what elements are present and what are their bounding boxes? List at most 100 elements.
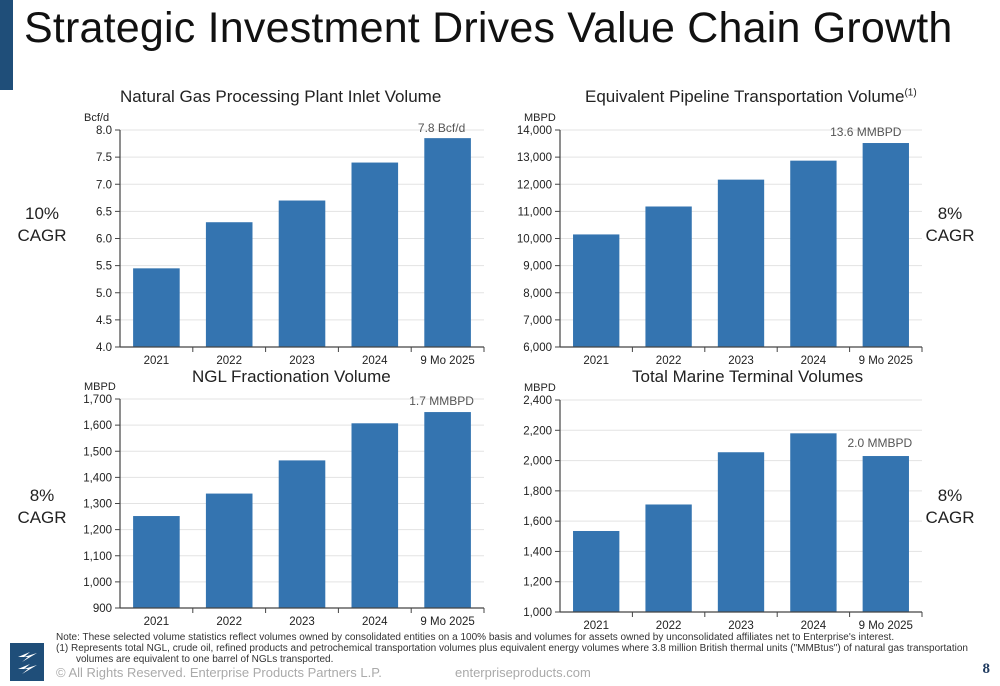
y-tick-label: 6.0 (96, 234, 112, 246)
chart-title-fractionation: NGL Fractionation Volume (192, 367, 391, 386)
y-tick-label: 6,000 (523, 342, 552, 354)
y-tick-label: 1,800 (523, 486, 552, 498)
y-tick-label: 10,000 (517, 234, 552, 246)
cagr-fractionation: 8% CAGR (12, 485, 72, 529)
cagr-value: 8% (29, 486, 55, 505)
x-tick-label: 9 Mo 2025 (859, 620, 913, 632)
y-tick-label: 4.5 (96, 315, 112, 327)
y-tick-label: 8.0 (96, 125, 112, 137)
y-tick-label: 5.0 (96, 288, 112, 300)
bar-9-mo-2025 (424, 138, 471, 347)
bar-9-mo-2025 (424, 412, 471, 608)
chart-title-processing: Natural Gas Processing Plant Inlet Volum… (120, 87, 442, 106)
data-annotation: 2.0 MMBPD (847, 436, 912, 450)
y-tick-label: 1,600 (523, 516, 552, 528)
bar-2023 (278, 460, 326, 608)
bar-2022 (205, 493, 253, 608)
x-tick-label: 2022 (216, 355, 242, 367)
y-tick-label: 2,400 (523, 395, 552, 407)
copyright: © All Rights Reserved. Enterprise Produc… (56, 665, 382, 680)
data-annotation: 7.8 Bcf/d (418, 121, 465, 135)
bar-2022 (645, 504, 692, 612)
cagr-value: 8% (937, 486, 963, 505)
cagr-processing: 10% CAGR (12, 203, 72, 247)
x-tick-label: 2024 (801, 355, 827, 367)
x-tick-label: 2024 (362, 355, 388, 367)
y-tick-label: 1,000 (523, 607, 552, 619)
chart-title-marine: Total Marine Terminal Volumes (632, 367, 864, 386)
y-tick-label: 1,100 (83, 551, 112, 563)
y-tick-label: 1,400 (523, 546, 552, 558)
bar-2023 (278, 200, 326, 347)
y-tick-label: 11,000 (518, 206, 552, 218)
bar-2022 (645, 206, 692, 347)
data-annotation: 13.6 MMBPD (830, 125, 902, 139)
y-tick-label: 1,600 (83, 420, 112, 432)
bar-2024 (790, 433, 837, 612)
bar-2024 (790, 160, 837, 347)
footnote-1-cont: volumes are equivalent to one barrel of … (76, 654, 334, 665)
y-tick-label: 8,000 (523, 288, 552, 300)
y-tick-label: 1,200 (83, 525, 112, 537)
bar-9-mo-2025 (862, 456, 909, 612)
y-tick-label: 1,000 (83, 577, 112, 589)
cagr-label: CAGR (17, 226, 67, 245)
x-tick-label: 2021 (583, 620, 609, 632)
x-tick-label: 9 Mo 2025 (859, 355, 913, 367)
y-tick-label: 6.5 (96, 206, 112, 218)
x-tick-label: 2022 (216, 616, 242, 628)
x-tick-label: 2023 (289, 616, 315, 628)
bar-2021 (573, 234, 620, 347)
bar-2021 (133, 516, 180, 608)
x-tick-label: 2023 (289, 355, 315, 367)
y-axis-unit: Bcf/d (84, 112, 109, 124)
x-tick-label: 2021 (144, 616, 170, 628)
bar-2022 (205, 222, 253, 347)
x-tick-label: 2021 (583, 355, 609, 367)
cagr-label: CAGR (17, 508, 67, 527)
x-tick-label: 2024 (362, 616, 388, 628)
y-tick-label: 1,300 (83, 499, 112, 511)
cagr-pipeline: 8% CAGR (920, 203, 980, 247)
y-tick-label: 14,000 (517, 125, 552, 137)
y-tick-label: 7.0 (96, 179, 112, 191)
y-tick-label: 900 (93, 603, 112, 615)
website-link[interactable]: enterpriseproducts.com (455, 665, 591, 680)
bar-2021 (573, 530, 620, 612)
bar-2023 (717, 179, 765, 347)
page-number: 8 (982, 661, 991, 677)
bar-2021 (133, 268, 180, 347)
y-tick-label: 7,000 (523, 315, 552, 327)
y-axis-unit: MBPD (84, 381, 116, 393)
y-axis-unit: MBPD (524, 112, 556, 124)
x-tick-label: 2023 (728, 620, 754, 632)
bar-2024 (351, 423, 399, 608)
accent-bar (0, 0, 13, 90)
cagr-marine: 8% CAGR (920, 485, 980, 529)
bar-2024 (351, 162, 399, 347)
cagr-value: 8% (937, 204, 963, 223)
y-tick-label: 1,200 (523, 577, 552, 589)
y-tick-label: 2,200 (523, 425, 552, 437)
cagr-label: CAGR (925, 226, 975, 245)
enterprise-logo (10, 643, 44, 681)
cagr-value: 10% (24, 204, 60, 223)
page-title: Strategic Investment Drives Value Chain … (24, 4, 953, 52)
x-tick-label: 2024 (801, 620, 827, 632)
y-tick-label: 4.0 (96, 342, 112, 354)
y-tick-label: 13,000 (517, 152, 552, 164)
x-tick-label: 9 Mo 2025 (420, 616, 474, 628)
bar-2023 (717, 452, 765, 612)
cagr-label: CAGR (925, 508, 975, 527)
chart-title-pipeline: Equivalent Pipeline Transportation Volum… (585, 87, 917, 107)
x-tick-label: 2023 (728, 355, 754, 367)
y-tick-label: 12,000 (517, 179, 552, 191)
y-tick-label: 7.5 (96, 152, 112, 164)
y-tick-label: 1,700 (83, 394, 112, 406)
data-annotation: 1.7 MMBPD (409, 394, 474, 408)
x-tick-label: 2022 (656, 355, 682, 367)
bar-9-mo-2025 (862, 143, 909, 347)
y-axis-unit: MBPD (524, 382, 556, 394)
footer-note: Note: These selected volume statistics r… (56, 632, 895, 643)
